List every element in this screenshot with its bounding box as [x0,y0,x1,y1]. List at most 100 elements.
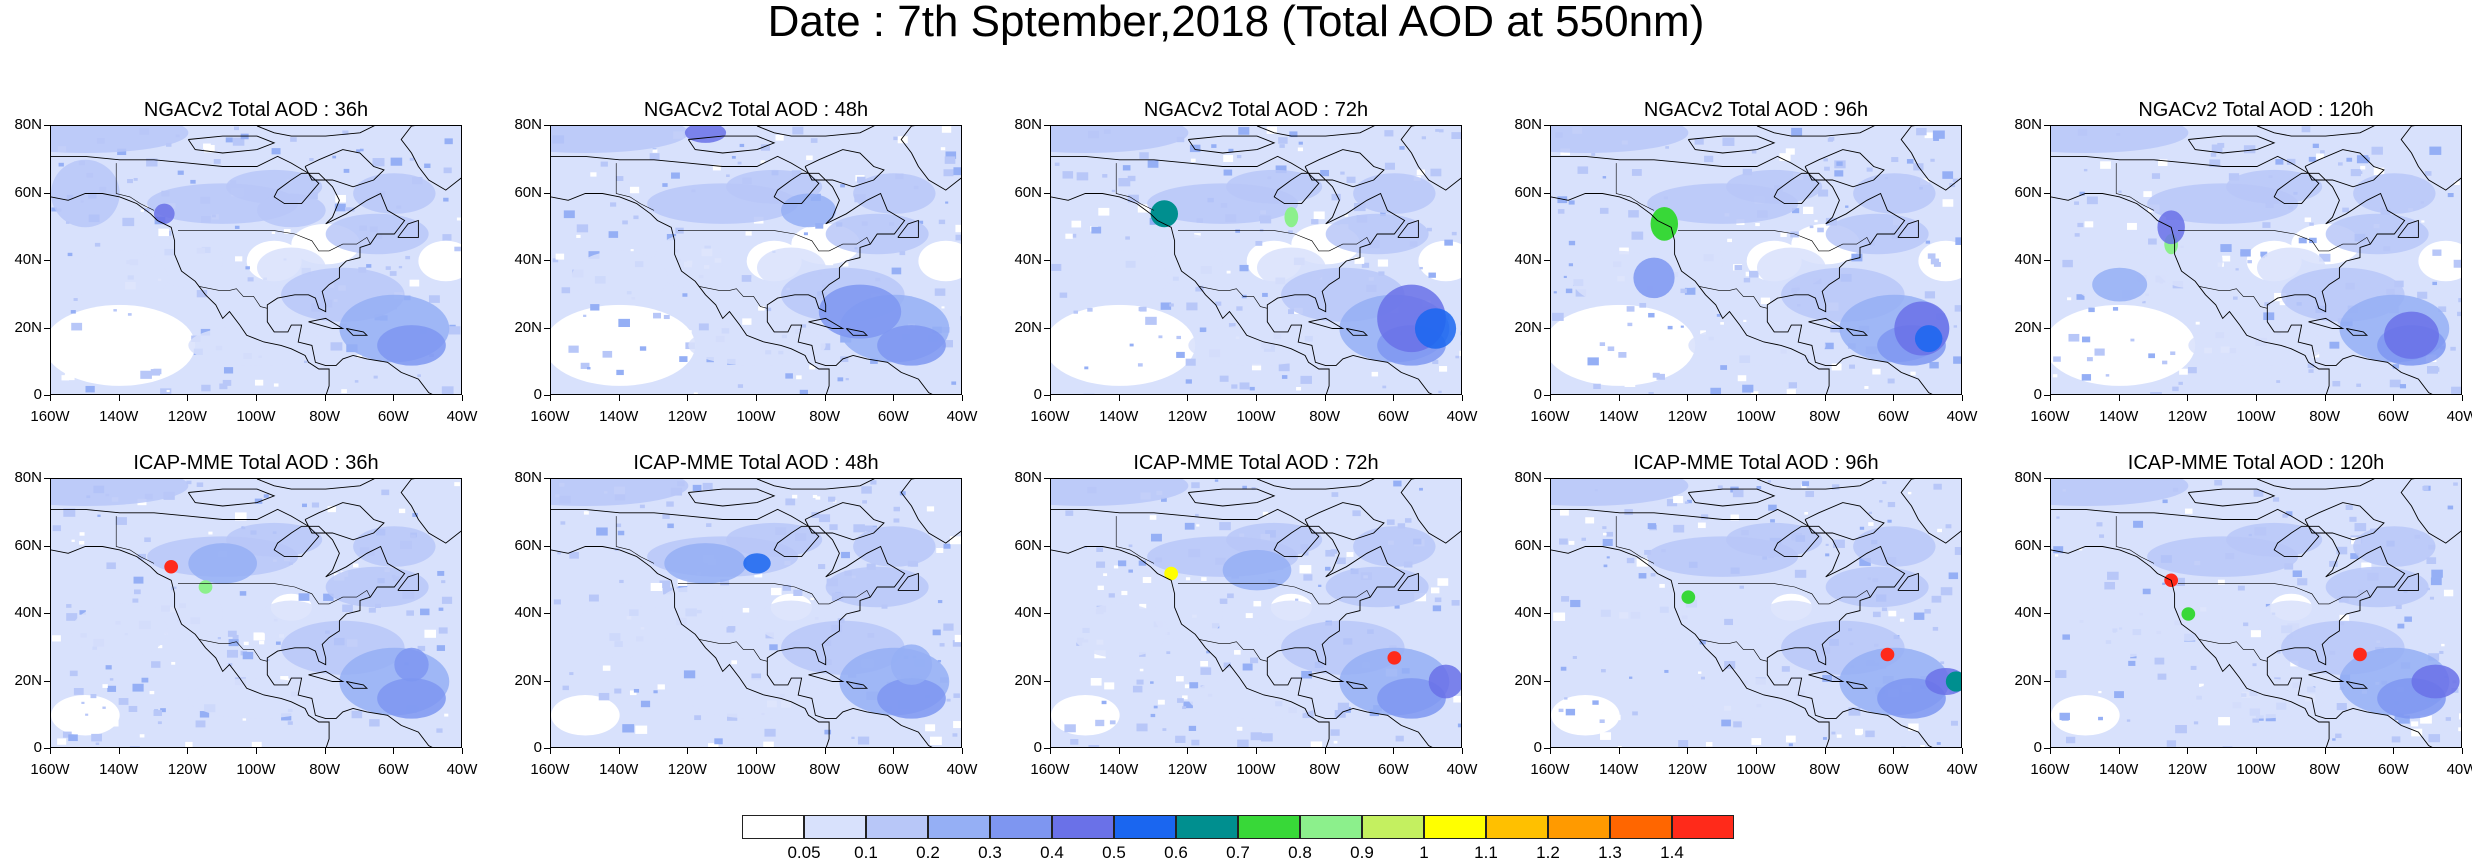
aod-cell [564,210,575,218]
aod-blob [2226,170,2322,204]
aod-cell [1399,146,1404,150]
aod-cell [1851,254,1862,262]
aod-cell [1742,385,1753,393]
aod-cell [2244,145,2255,153]
aod-cell [1091,678,1102,686]
aod-cell [2143,589,2151,595]
aod-field [1051,126,1462,395]
aod-cell [618,531,624,536]
colorbar-label: 0.05 [779,843,829,863]
aod-cell [122,218,134,226]
aod-cell [1451,132,1461,139]
aod-cell [134,178,138,181]
aod-cell [1933,137,1939,141]
aod-blob [1429,665,1462,699]
colorbar-swatch [928,815,990,839]
x-tick-label: 100W [2231,762,2281,778]
aod-cell [1237,727,1243,731]
aod-cell [1231,384,1237,388]
aod-cell [80,532,85,535]
colorbar-label: 0.4 [1027,843,1077,863]
aod-cell [2130,339,2134,342]
aod-cell [851,737,854,739]
aod-cell [442,234,451,240]
aod-cell [2320,150,2325,153]
x-tick [825,748,826,754]
aod-cell [2302,126,2311,132]
colorbar-swatch [1362,815,1424,839]
y-tick-label: 80N [2,117,42,133]
aod-blob [2072,604,2168,658]
aod-cell [79,747,88,748]
aod-cell [171,662,175,665]
aod-cell [1150,681,1154,683]
aod-cell [1158,700,1165,705]
aod-cell [436,728,442,732]
aod-cell [811,138,818,143]
x-tick [2187,748,2188,754]
aod-cell [439,608,444,611]
aod-cell [955,635,962,642]
x-tick [1325,395,1326,401]
x-tick-label: 60W [1368,762,1418,778]
aod-blob [1853,173,1935,214]
aod-blob [1726,170,1822,204]
aod-cell [1220,599,1228,604]
aod-cell [2155,658,2165,665]
colorbar-swatch [742,815,804,839]
x-tick-label: 80W [800,762,850,778]
aod-cell [693,485,702,491]
aod-cell [1419,488,1423,491]
aod-cell [554,599,561,604]
aod-cell [1325,567,1330,571]
x-tick [462,748,463,754]
aod-cell [224,367,233,373]
aod-cell [1128,176,1136,181]
x-tick-label: 100W [1731,409,1781,425]
aod-cell [1419,267,1422,269]
aod-cell [1166,651,1170,654]
x-tick-label: 160W [25,409,75,425]
aod-cell [109,720,118,726]
aod-cell [1735,265,1743,270]
y-tick-label: 60N [1002,185,1042,201]
aod-cell [862,500,867,503]
x-tick-label: 160W [525,762,575,778]
aod-cell [134,577,144,584]
aod-cell [2430,597,2434,600]
aod-cell [399,266,402,268]
aod-blob [1572,604,1668,658]
aod-cell [1243,664,1253,671]
aod-cell [1925,291,1935,298]
aod-cell [201,385,210,392]
x-tick [2256,395,2257,401]
aod-cell [442,597,452,604]
x-tick [2119,748,2120,754]
aod-cell [1139,307,1145,311]
aod-cell [302,504,307,507]
aod-cell [245,266,249,269]
aod-cell [793,590,802,596]
aod-cell [1601,669,1606,672]
aod-cell [1600,719,1605,723]
aod-cell [706,523,711,527]
aod-cell [764,729,775,737]
aod-cell [1569,200,1575,204]
aod-cell [1558,209,1565,214]
aod-cell [1937,742,1941,745]
aod-blob [2384,312,2439,359]
colorbar-swatch [1300,815,1362,839]
x-tick-label: 140W [1594,409,1644,425]
aod-cell [1296,387,1301,390]
aod-cell [141,210,144,212]
aod-cell [2432,250,2441,256]
x-tick [1462,395,1463,401]
aod-cell [825,260,833,265]
aod-cell [1926,241,1930,244]
aod-cell [630,187,639,193]
aod-cell [144,537,151,542]
panel-title: ICAP-MME Total AOD : 120h [2050,452,2462,474]
x-tick-label: 60W [868,762,918,778]
